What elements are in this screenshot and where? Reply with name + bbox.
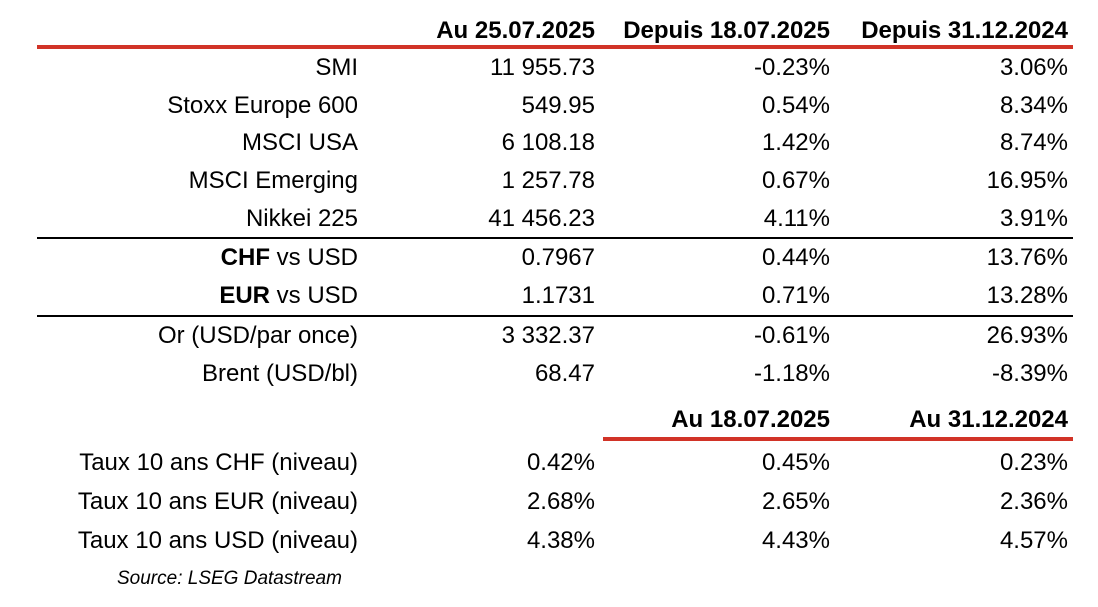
value-change-ytd: 8.34% (999, 91, 1068, 119)
currency-pair-suffix: vs USD (269, 282, 358, 310)
col-header-since-week: Depuis 18.07.2025 (623, 16, 830, 44)
currency-code: EUR (219, 282, 270, 310)
value-level: 0.7967 (521, 244, 595, 272)
row-label: Brent (USD/bl) (201, 360, 358, 388)
value-change-week: 0.71% (761, 282, 830, 310)
value-level: 68.47 (534, 360, 595, 388)
value-change-ytd: 3.91% (999, 204, 1068, 232)
table-row-msci-usa: MSCI USA 6 108.18 1.42% 8.74% (37, 124, 1073, 162)
header-divider-red (37, 45, 1073, 49)
currencies-section: CHF vs USD 0.7967 0.44% 13.76% EUR vs US… (37, 239, 1073, 315)
value-ytd: 2.36% (999, 487, 1068, 515)
row-label: EUR vs USD (37, 283, 358, 308)
table-row-brent: Brent (USD/bl) 68.47 -1.18% -8.39% (37, 355, 1073, 393)
value-level: 3 332.37 (501, 322, 595, 350)
value-change-week: 1.42% (761, 129, 830, 157)
value-level: 6 108.18 (501, 129, 595, 157)
value-level: 11 955.73 (490, 54, 595, 82)
value-week: 4.43% (761, 526, 830, 554)
currency-code: CHF (220, 244, 270, 272)
value-level: 2.68% (526, 487, 595, 515)
table-row-nikkei: Nikkei 225 41 456.23 4.11% 3.91% (37, 199, 1073, 237)
value-week: 0.45% (761, 448, 830, 476)
row-label: Or (USD/par once) (157, 322, 358, 350)
row-label: Stoxx Europe 600 (167, 91, 358, 119)
value-level: 4.38% (526, 526, 595, 554)
value-change-ytd: 3.06% (999, 54, 1068, 82)
table-row-gold: Or (USD/par once) 3 332.37 -0.61% 26.93% (37, 317, 1073, 355)
section-divider (37, 314, 1073, 317)
col-header-since-ytd: Depuis 31.12.2024 (861, 16, 1068, 44)
market-data-table: Au 25.07.2025 Depuis 18.07.2025 Depuis 3… (37, 12, 1073, 560)
row-label: MSCI Emerging (188, 166, 358, 194)
table-row-msci-emerging: MSCI Emerging 1 257.78 0.67% 16.95% (37, 162, 1073, 200)
row-label: CHF vs USD (37, 245, 358, 270)
value-level: 1.1731 (521, 282, 595, 310)
row-label: Nikkei 225 (245, 204, 358, 232)
col-header-current-date: Au 25.07.2025 (436, 16, 595, 44)
table-row-rate-chf: Taux 10 ans CHF (niveau) 0.42% 0.45% 0.2… (37, 443, 1073, 482)
rates-header-divider-red (603, 436, 1073, 441)
row-label: Taux 10 ans EUR (niveau) (77, 487, 358, 515)
value-week: 2.65% (761, 487, 830, 515)
row-label: SMI (315, 54, 358, 82)
value-change-ytd: 13.28% (986, 282, 1068, 310)
rates-section: Taux 10 ans CHF (niveau) 0.42% 0.45% 0.2… (37, 443, 1073, 560)
table-row-smi: SMI 11 955.73 -0.23% 3.06% (37, 49, 1073, 87)
value-change-ytd: 26.93% (986, 322, 1068, 350)
value-ytd: 0.23% (999, 448, 1068, 476)
value-change-week: -1.18% (753, 360, 830, 388)
value-change-week: 0.67% (761, 166, 830, 194)
col-header-rates-week: Au 18.07.2025 (671, 405, 830, 433)
value-level: 549.95 (521, 91, 595, 119)
currency-pair-suffix: vs USD (269, 244, 358, 272)
market-table-header-row: Au 25.07.2025 Depuis 18.07.2025 Depuis 3… (37, 12, 1073, 45)
indices-section: SMI 11 955.73 -0.23% 3.06% Stoxx Europe … (37, 49, 1073, 237)
value-change-ytd: 16.95% (986, 166, 1068, 194)
value-change-ytd: 8.74% (999, 129, 1068, 157)
row-label: Taux 10 ans USD (niveau) (77, 526, 358, 554)
value-change-week: -0.23% (753, 54, 830, 82)
commodities-section: Or (USD/par once) 3 332.37 -0.61% 26.93%… (37, 317, 1073, 393)
value-level: 41 456.23 (488, 204, 595, 232)
value-change-week: 0.44% (761, 244, 830, 272)
value-ytd: 4.57% (999, 526, 1068, 554)
table-row-rate-usd: Taux 10 ans USD (niveau) 4.38% 4.43% 4.5… (37, 521, 1073, 560)
value-level: 1 257.78 (501, 166, 595, 194)
col-header-rates-ytd: Au 31.12.2024 (909, 405, 1068, 433)
value-change-week: 4.11% (763, 204, 830, 232)
table-row-rate-eur: Taux 10 ans EUR (niveau) 2.68% 2.65% 2.3… (37, 482, 1073, 521)
value-change-ytd: -8.39% (991, 360, 1068, 388)
value-change-ytd: 13.76% (986, 244, 1068, 272)
row-label: Taux 10 ans CHF (niveau) (79, 448, 358, 476)
table-row-chf-usd: CHF vs USD 0.7967 0.44% 13.76% (37, 239, 1073, 277)
source-note: Source: LSEG Datastream (117, 568, 342, 589)
value-level: 0.42% (526, 448, 595, 476)
table-row-stoxx: Stoxx Europe 600 549.95 0.54% 8.34% (37, 87, 1073, 125)
row-label: MSCI USA (241, 129, 358, 157)
table-row-eur-usd: EUR vs USD 1.1731 0.71% 13.28% (37, 277, 1073, 315)
section-divider (37, 236, 1073, 239)
value-change-week: -0.61% (753, 322, 830, 350)
rates-table-header-row: Au 18.07.2025 Au 31.12.2024 (37, 393, 1073, 437)
value-change-week: 0.54% (761, 91, 830, 119)
